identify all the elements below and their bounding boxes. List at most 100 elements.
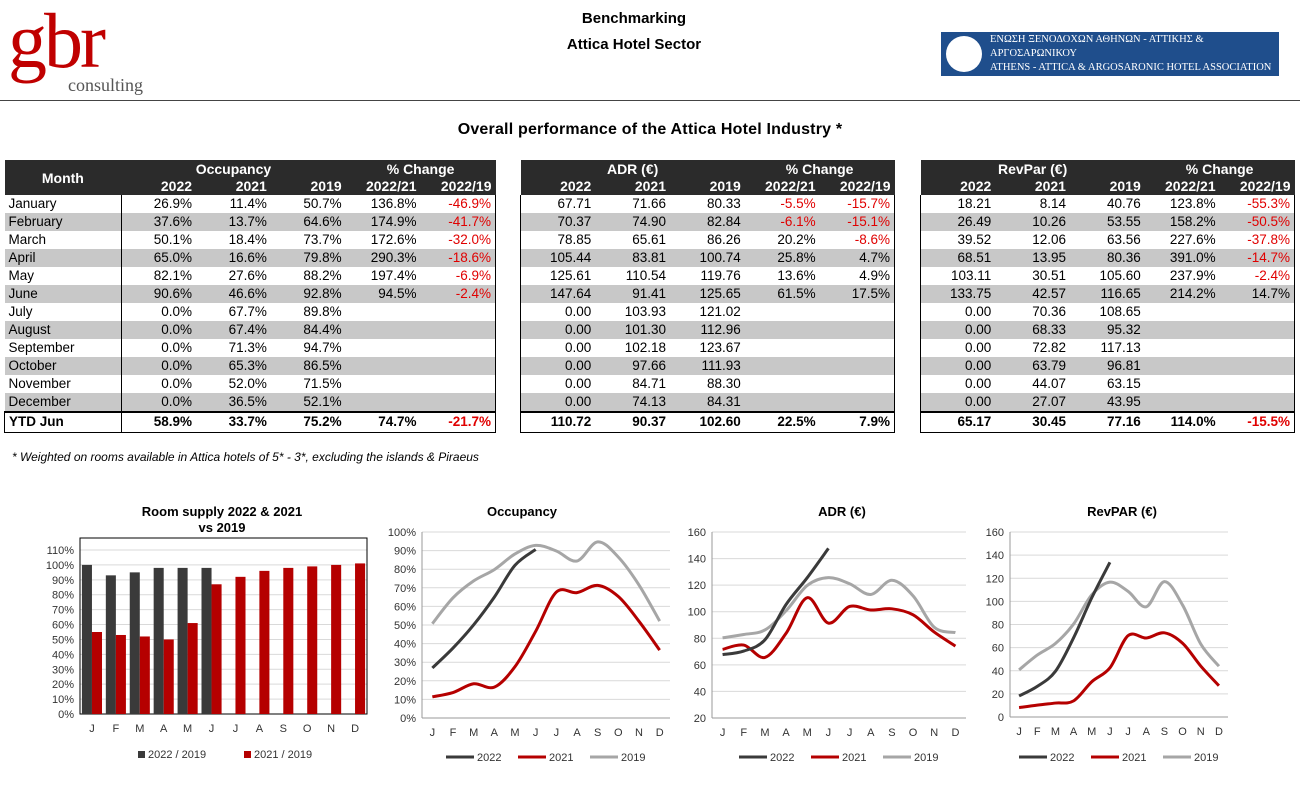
header-title-line2: Attica Hotel Sector	[566, 36, 702, 53]
table-cell	[345, 357, 421, 375]
table-cell	[1219, 339, 1295, 357]
table-cell: 4.7%	[819, 249, 895, 267]
table-cell: 4.9%	[819, 267, 895, 285]
table-cell: -8.6%	[819, 231, 895, 249]
table-cell: 64.6%	[270, 213, 346, 231]
table-cell: 0.00	[520, 375, 596, 393]
ytd-cell: 75.2%	[270, 411, 346, 433]
table-cell: 94.5%	[345, 285, 421, 303]
column-header-2022-19: 2022/19	[1219, 178, 1295, 195]
y-tick-label: 20	[992, 689, 1004, 701]
table-cell: -18.6%	[420, 249, 496, 267]
table-row: 125.61 110.54 119.76 13.6% 4.9%	[520, 267, 895, 285]
table-cell: 86.5%	[270, 357, 346, 375]
table-cell: 125.65	[670, 285, 745, 303]
chart-title-room-supply: Room supply 2022 & 2021 vs 2019	[141, 504, 303, 535]
x-tick-label: S	[1161, 726, 1168, 738]
y-tick-label: 160	[986, 527, 1004, 539]
series-line-2021	[432, 583, 661, 699]
table-cell: 89.8%	[303, 304, 342, 319]
table-cell: 25.8%	[744, 249, 820, 267]
y-tick-label: 10%	[52, 694, 74, 706]
table-cell	[1144, 357, 1220, 375]
table-cell: 214.2%	[1144, 285, 1220, 303]
table-cell: 95.32	[1069, 321, 1145, 339]
table-cell: -50.5%	[1219, 213, 1295, 231]
x-tick-label: M	[183, 723, 192, 735]
ytd-label: YTD Jun	[4, 411, 122, 433]
series-line-2019	[431, 540, 661, 625]
column-header-2022-19: 2022/19	[819, 178, 895, 195]
y-tick-label: 0	[998, 712, 1004, 724]
table-cell: 78.85	[520, 231, 596, 249]
table-cell	[744, 357, 820, 375]
x-tick-label: N	[327, 723, 335, 735]
table-row: November 0.0% 52.0% 71.5%	[4, 375, 496, 393]
ytd-cell: 65.17	[920, 411, 996, 433]
series-line-2021	[1018, 631, 1221, 710]
table-cell	[1219, 303, 1295, 321]
column-header-2022-19: 2022/19	[420, 178, 496, 195]
table-cell: 27.6%	[228, 268, 267, 283]
table-cell: 112.96	[670, 321, 745, 339]
x-tick-label: J	[89, 723, 95, 735]
y-tick-label: 50%	[52, 634, 74, 646]
table-cell	[345, 393, 421, 412]
x-tick-label: N	[635, 727, 643, 739]
table-row: September 0.0% 71.3% 94.7%	[4, 339, 496, 357]
table-cell: 46.6%	[196, 285, 271, 303]
ytd-cell: 7.9%	[819, 411, 895, 433]
table-cell: -2.4%	[1219, 267, 1295, 285]
table-row: 39.52 12.06 63.56 227.6% -37.8%	[920, 231, 1295, 249]
x-tick-label: N	[930, 727, 938, 739]
table-cell	[744, 321, 820, 339]
ytd-cell: 77.16	[1069, 411, 1145, 433]
table-cell: -32.0%	[420, 231, 496, 249]
y-tick-label: 80%	[394, 564, 416, 576]
table-row: 133.75 42.57 116.65 214.2% 14.7%	[920, 285, 1295, 303]
table-cell: 68.51	[920, 249, 996, 267]
ytd-cell: 33.7%	[196, 411, 271, 433]
table-row: 0.00 102.18 123.67	[520, 339, 895, 357]
table-cell: 116.65	[1069, 285, 1145, 303]
table-row: July 0.0% 67.7% 89.8%	[4, 303, 496, 321]
table-cell: 67.4%	[196, 321, 271, 339]
table-cell: 73.7%	[303, 232, 342, 247]
x-tick-label: A	[256, 723, 264, 735]
logo-sub-text: consulting	[68, 75, 143, 95]
table-cell: 44.07	[1032, 376, 1066, 391]
table-row: 0.00 101.30 112.96	[520, 321, 895, 339]
x-tick-label: J	[720, 727, 726, 739]
table-cell: 100.74	[670, 249, 745, 267]
table-cell: 16.6%	[196, 249, 271, 267]
table-row: April 65.0% 16.6% 79.8% 290.3% -18.6%	[4, 249, 496, 267]
table-cell: 63.56	[1106, 232, 1141, 247]
x-tick-label: J	[1016, 726, 1022, 738]
table-row: December 0.0% 36.5% 52.1%	[4, 393, 496, 412]
table-cell: 43.95	[1069, 393, 1145, 412]
series-line-2019	[722, 576, 956, 640]
y-tick-label: 140	[986, 550, 1004, 562]
table-cell: 91.41	[595, 285, 671, 303]
table-cell: 0.00	[920, 321, 996, 339]
y-tick-label: 0%	[58, 709, 74, 721]
table-cell: 105.44	[520, 249, 596, 267]
y-tick-label: 120	[986, 573, 1004, 585]
bar	[177, 567, 188, 714]
ytd-row: YTD Jun 58.9% 33.7% 75.2% 74.7% -21.7%	[4, 411, 496, 433]
revpar-header: RevPar (€)	[920, 160, 1145, 178]
bar	[129, 572, 140, 714]
table-cell: 50.1%	[153, 232, 193, 247]
table-cell: 17.5%	[819, 285, 895, 303]
footnote: * Weighted on rooms available in Attica …	[12, 450, 479, 464]
table-cell: 0.00	[920, 393, 996, 412]
month-cell: December	[4, 393, 122, 412]
table-row: 0.00 27.07 43.95	[920, 393, 1295, 412]
x-tick-label: A	[160, 723, 168, 735]
table-cell: 0.00	[520, 339, 596, 357]
table-row: 0.00 74.13 84.31	[520, 393, 895, 412]
table-cell	[819, 321, 895, 339]
series-line-2019	[1018, 580, 1221, 672]
x-tick-label: J	[233, 723, 239, 735]
legend-label: 2021	[1122, 752, 1146, 764]
